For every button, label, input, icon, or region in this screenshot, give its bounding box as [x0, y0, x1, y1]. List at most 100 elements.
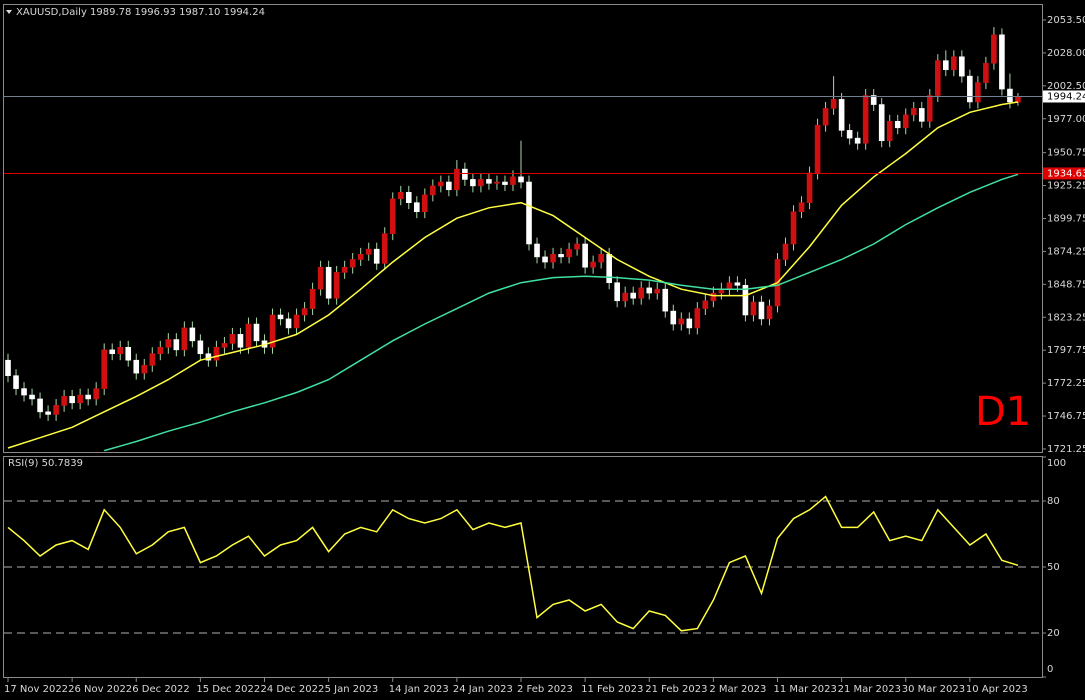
axes: 1721.25 1746.75 1772.25 1797.75 1823.25 1848.… [4, 15, 1085, 695]
candle-body [934, 60, 941, 96]
candle-body [494, 181, 500, 184]
candle-body [550, 254, 556, 263]
candle-body [886, 121, 893, 142]
y-tick-label: 1874.25 [1047, 246, 1085, 257]
candle-body [991, 34, 997, 64]
candle-body [838, 99, 845, 131]
y-tick-label: 1977.00 [1047, 114, 1085, 125]
candle-body [189, 327, 196, 342]
moving-average [7, 101, 1019, 449]
candle-body [830, 99, 837, 109]
candle-body [293, 314, 300, 329]
candle-body [157, 346, 164, 355]
candle-body [381, 233, 388, 264]
timeframe-label: D1 [975, 389, 1031, 435]
candle-body [734, 282, 741, 286]
y-tick-label: 1925.25 [1047, 181, 1085, 192]
candle-body [670, 310, 677, 325]
candle-body [918, 108, 925, 122]
candle-body [77, 394, 83, 404]
y-tick-label: 1772.25 [1047, 378, 1085, 389]
candle-body [870, 95, 877, 105]
x-tick-label: 15 Dec 2022 [196, 684, 260, 695]
candle-body [598, 254, 604, 263]
candle-body [325, 266, 332, 299]
candle-body [285, 318, 292, 329]
x-tick-label: 10 Apr 2023 [966, 684, 1028, 695]
candle-body [766, 305, 773, 320]
candle-body [510, 176, 516, 185]
candle-body [582, 243, 588, 268]
candle-body [566, 248, 572, 258]
candle-body [943, 60, 949, 70]
candle-body [117, 346, 124, 355]
candle-body [277, 314, 284, 320]
candle-body [53, 405, 59, 415]
x-tick-label: 14 Jan 2023 [389, 684, 449, 695]
candle-body [478, 179, 484, 187]
candle-body [101, 349, 107, 389]
candle-body [69, 396, 75, 404]
candle-body [349, 259, 356, 268]
candle-body [389, 198, 396, 234]
candle-body [742, 285, 749, 316]
y-tick-label: 1797.75 [1047, 345, 1085, 356]
candle-body [542, 256, 548, 263]
y-tick-label: 1823.25 [1047, 312, 1085, 323]
candle-body [959, 56, 965, 77]
x-tick-label: 5 Jan 2023 [325, 684, 379, 695]
x-tick-label: 17 Nov 2022 [4, 684, 68, 695]
candle-body [574, 243, 580, 250]
candle-body [438, 181, 444, 187]
candle-body [365, 248, 372, 255]
x-tick-label: 21 Mar 2023 [838, 684, 901, 695]
candle-body [846, 130, 853, 139]
candle-body [726, 282, 733, 290]
y-tick-label: 1721.25 [1047, 444, 1085, 455]
candle-body [975, 82, 981, 103]
level-label: 1934.63 [1047, 168, 1085, 179]
candle-body [301, 308, 308, 316]
candle-body [125, 346, 132, 361]
candle-body [93, 388, 99, 400]
candle-body [758, 301, 765, 320]
candle-body [782, 243, 789, 260]
candle-body [173, 339, 180, 351]
candle-body [29, 394, 35, 400]
candle-body [141, 365, 148, 374]
x-tick-label: 26 Nov 2022 [68, 684, 132, 695]
menu-arrow[interactable] [6, 10, 12, 14]
candle-body [686, 318, 693, 329]
candle-body [109, 349, 116, 355]
candle-body [446, 181, 452, 191]
candle-body [518, 176, 524, 183]
candle-body [45, 411, 51, 415]
candle-body [61, 396, 67, 406]
candle-body [822, 108, 829, 126]
candle-body [999, 34, 1005, 90]
y-tick-label: 1746.75 [1047, 411, 1085, 422]
candle-body [373, 248, 380, 264]
candle-body [662, 288, 669, 312]
candle-body [646, 287, 653, 294]
candle-body [862, 95, 869, 144]
candle-body [526, 181, 532, 245]
candle-body [5, 359, 11, 376]
candle-body [422, 194, 428, 213]
candle-body [397, 192, 404, 200]
candle-body [341, 266, 348, 273]
x-tick-label: 11 Feb 2023 [581, 684, 643, 695]
chart-title: XAUUSD,Daily [16, 7, 87, 18]
candle-body [430, 185, 436, 196]
candle-body [1015, 96, 1021, 103]
candle-body [590, 261, 596, 268]
candle-body [798, 202, 805, 213]
candle-body [85, 394, 91, 400]
candle-body [790, 211, 797, 245]
candle-body [317, 266, 324, 290]
main-panel-border [3, 4, 1043, 453]
candle-body [622, 292, 628, 302]
ohlc-header: 1989.78 1996.93 1987.10 1994.24 [90, 7, 265, 18]
candle-body [710, 292, 717, 302]
